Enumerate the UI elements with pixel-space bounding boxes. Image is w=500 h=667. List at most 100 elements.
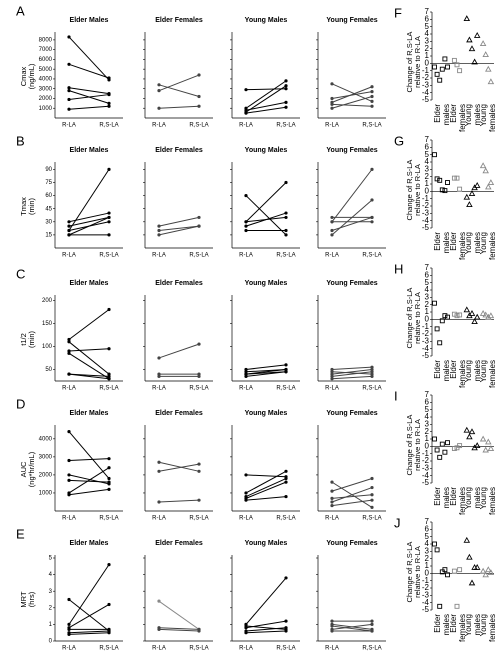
marker	[442, 313, 448, 319]
marker	[466, 433, 473, 440]
marker	[197, 94, 201, 99]
y-tick-label: 7	[425, 517, 430, 526]
marker	[284, 100, 288, 104]
marker	[67, 107, 71, 111]
marker	[244, 370, 248, 374]
series-line	[158, 499, 200, 503]
y-tick-label: -4	[422, 344, 430, 353]
series-line	[331, 487, 373, 503]
label-line: males	[442, 487, 451, 508]
y-tick-label: 6000	[39, 57, 53, 63]
marker	[439, 441, 445, 447]
y-axis-label: t1/2	[19, 333, 28, 346]
marker	[107, 602, 111, 607]
x-tick-label: R,S-LA	[276, 386, 295, 392]
marker	[157, 627, 161, 631]
marker	[67, 97, 71, 102]
marker	[442, 567, 448, 573]
panel-title: Young Males	[245, 17, 288, 24]
marker	[107, 347, 111, 351]
marker	[284, 476, 288, 481]
y-axis-label: Change of R,S-LA	[405, 415, 414, 476]
x-tick-label: R,S-LA	[189, 516, 208, 522]
marker	[67, 632, 71, 636]
marker	[67, 233, 71, 237]
y-tick-label: 7	[425, 263, 430, 272]
marker	[463, 306, 471, 313]
marker	[466, 201, 473, 207]
marker	[284, 215, 288, 220]
y-tick-label: 4000	[39, 77, 53, 83]
marker	[370, 485, 374, 490]
y-tick-label: 1	[425, 561, 430, 570]
series-line	[331, 103, 373, 107]
series-line	[68, 216, 110, 227]
marker	[284, 626, 288, 630]
marker	[485, 566, 492, 573]
marker	[432, 152, 437, 158]
marker	[107, 457, 111, 461]
marker	[432, 436, 437, 442]
marker	[284, 105, 288, 109]
y-axis-label: Change of R,S-LA	[405, 32, 414, 93]
series-line	[245, 371, 287, 377]
panel-title: Young Females	[326, 17, 377, 24]
series-line	[331, 371, 373, 375]
marker	[370, 374, 374, 378]
marker	[330, 629, 334, 633]
y-tick-label: 4	[425, 29, 430, 38]
marker	[482, 571, 489, 578]
marker	[457, 186, 463, 192]
marker	[482, 51, 489, 57]
panel-title: Young Males	[245, 147, 288, 154]
y-axis-label: Cmax	[19, 66, 28, 86]
marker	[370, 629, 374, 633]
x-tick-label: R-LA	[62, 123, 76, 129]
series-line	[68, 63, 110, 79]
x-tick-label: R,S-LA	[99, 386, 118, 392]
marker	[197, 372, 201, 376]
y-tick-label: 2	[425, 427, 430, 436]
x-tick-label: Youngmales	[464, 360, 482, 382]
x-tick-label: R-LA	[239, 123, 253, 129]
marker	[445, 440, 450, 446]
marker	[107, 220, 111, 224]
y-tick-label: -2	[422, 73, 430, 82]
y-tick-label: -1	[422, 576, 430, 585]
x-tick-label: R,S-LA	[276, 646, 295, 652]
x-tick-label: R,S-LA	[276, 253, 295, 259]
series-line	[68, 630, 110, 634]
y-tick-label: -1	[422, 194, 430, 203]
y-tick-label: 6	[425, 142, 430, 151]
x-tick-label: Elderfemales	[449, 360, 467, 388]
y-tick-label: 90	[45, 167, 52, 173]
marker	[485, 313, 492, 320]
marker	[107, 372, 111, 376]
series-line	[331, 375, 373, 380]
y-axis-label: (min)	[27, 330, 36, 348]
y-tick-label: 7	[425, 135, 430, 144]
series-line	[158, 216, 200, 227]
marker	[463, 193, 471, 200]
marker	[370, 505, 374, 509]
label-line: males	[473, 487, 482, 508]
marker	[466, 553, 473, 560]
x-tick-label: R,S-LA	[276, 123, 295, 129]
label-line: Young	[479, 487, 488, 509]
y-tick-label: -1	[422, 449, 430, 458]
marker	[157, 356, 161, 360]
marker	[479, 310, 487, 316]
marker	[479, 435, 487, 442]
x-tick-label: R,S-LA	[189, 123, 208, 129]
marker	[244, 224, 248, 228]
panel-title: Elder Females	[155, 410, 203, 417]
marker	[330, 82, 334, 86]
marker	[67, 224, 71, 228]
marker	[107, 377, 111, 381]
y-tick-label: 2000	[39, 96, 53, 102]
marker	[67, 228, 71, 233]
marker	[67, 597, 71, 602]
label-line: Young	[464, 104, 473, 126]
marker	[157, 460, 161, 464]
